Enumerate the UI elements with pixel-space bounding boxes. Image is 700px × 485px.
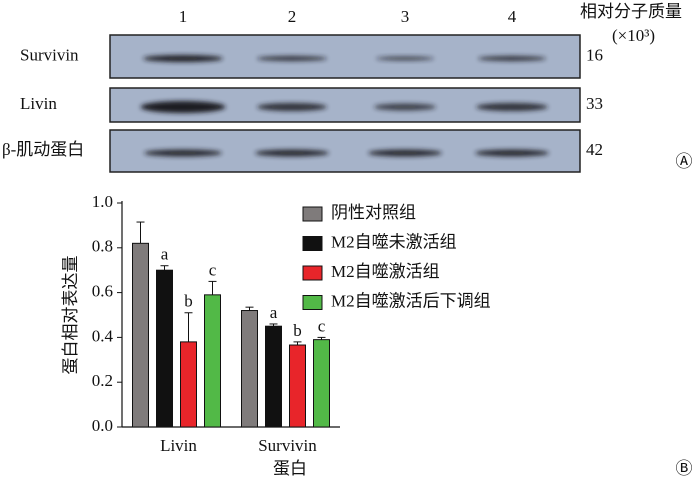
- lane-label: 1: [179, 7, 188, 26]
- legend-label: M2自噬未激活组: [331, 232, 457, 251]
- legend-label: M2自噬激活后下调组: [331, 291, 491, 310]
- bar: [180, 341, 197, 428]
- row-label: Survivin: [20, 45, 79, 64]
- panel-label: Ⓐ: [676, 152, 693, 171]
- legend-swatch: [302, 295, 323, 310]
- panel-label: Ⓑ: [676, 459, 693, 478]
- bar-annotation: b: [293, 321, 302, 340]
- blot-band: [368, 149, 442, 157]
- bar-annotation: b: [184, 292, 193, 311]
- y-tick-label: 0.0: [92, 416, 113, 435]
- blot-band: [374, 103, 436, 111]
- legend-swatch: [302, 236, 323, 251]
- bar-annotation: c: [318, 316, 326, 335]
- blot-band: [140, 101, 226, 113]
- legend-swatch: [302, 265, 323, 281]
- blot-band: [476, 103, 548, 111]
- y-axis-title: 蛋白相对表达量: [61, 256, 80, 375]
- blot-band: [376, 56, 434, 61]
- blot-band: [143, 55, 223, 62]
- blot-band: [255, 149, 329, 157]
- bar: [156, 269, 173, 428]
- y-tick-label: 1.0: [92, 192, 113, 211]
- blot-band: [257, 103, 327, 111]
- bar: [289, 344, 306, 428]
- bar: [241, 310, 258, 428]
- row-label: Livin: [20, 94, 57, 113]
- x-axis-title: 蛋白: [273, 459, 307, 478]
- bar-annotation: c: [209, 260, 217, 279]
- blot-band: [257, 56, 327, 61]
- legend-swatch: [302, 206, 323, 222]
- row-label: β-肌动蛋白: [2, 140, 84, 159]
- y-tick-label: 0.2: [92, 371, 113, 390]
- bar: [132, 242, 149, 428]
- y-tick-label: 0.6: [92, 282, 113, 301]
- mw-title: 相对分子质量: [580, 2, 682, 21]
- blot-band: [478, 56, 546, 61]
- lane-label: 3: [401, 7, 410, 26]
- blot-band: [475, 149, 549, 157]
- x-tick-label: Livin: [160, 436, 197, 455]
- mw-label: 42: [586, 140, 603, 159]
- mw-label: 33: [586, 94, 603, 113]
- bar-annotation: a: [270, 303, 278, 322]
- y-tick-label: 0.4: [92, 326, 114, 345]
- blot-band: [144, 149, 222, 157]
- bar-annotation: a: [161, 245, 169, 264]
- bar: [265, 325, 282, 428]
- mw-unit: (×10³): [612, 26, 655, 45]
- lane-label: 4: [508, 7, 517, 26]
- legend-label: 阴性对照组: [331, 203, 416, 222]
- mw-label: 16: [586, 45, 603, 64]
- bar: [204, 294, 221, 428]
- lane-label: 2: [288, 7, 297, 26]
- bar: [313, 339, 330, 428]
- legend-label: M2自噬激活组: [331, 262, 440, 281]
- y-tick-label: 0.8: [92, 237, 113, 256]
- x-tick-label: Survivin: [258, 436, 317, 455]
